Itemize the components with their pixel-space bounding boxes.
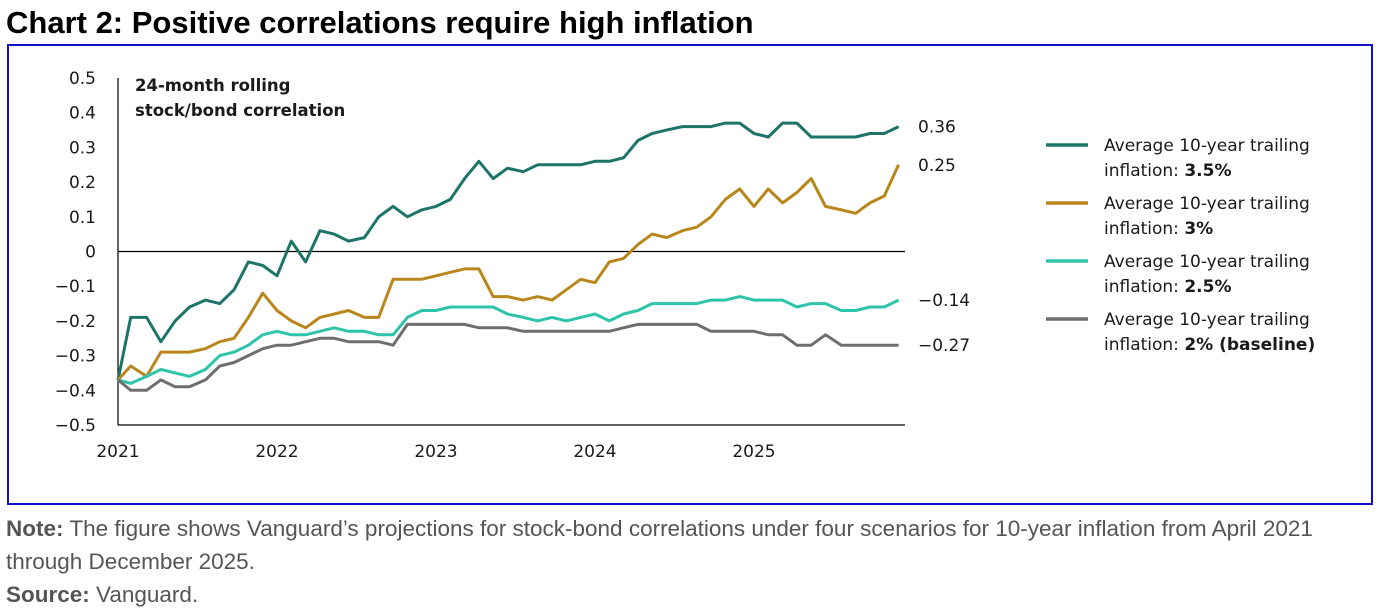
y-tick-label: 0 bbox=[85, 243, 96, 263]
x-tick-label: 2022 bbox=[255, 442, 298, 462]
legend-label-value: 2.5% bbox=[1184, 277, 1231, 297]
legend-label-prefix: inflation: bbox=[1104, 161, 1184, 181]
legend-label-line-2: inflation: 3.5% bbox=[1104, 161, 1231, 181]
legend-label-prefix: inflation: bbox=[1104, 277, 1184, 297]
page-title: Chart 2: Positive correlations require h… bbox=[6, 5, 754, 40]
legend-label-line-2: inflation: 2% (baseline) bbox=[1104, 335, 1315, 355]
x-tick-label: 2025 bbox=[732, 442, 775, 462]
y-tick-label: 0.4 bbox=[69, 104, 96, 124]
y-tick-label: −0.3 bbox=[55, 347, 96, 367]
legend-item-4: Average 10-year trailing inflation: 2% (b… bbox=[1046, 310, 1315, 355]
legend-item-1: Average 10-year trailing inflation: 3.5% bbox=[1046, 136, 1310, 181]
legend-label-line-1: Average 10-year trailing bbox=[1104, 194, 1310, 214]
legend-label-line-1: Average 10-year trailing bbox=[1104, 310, 1310, 330]
legend-label-value: 2% (baseline) bbox=[1184, 335, 1315, 355]
series-end-label: −0.14 bbox=[918, 291, 970, 311]
x-tick-label: 2021 bbox=[96, 442, 139, 462]
y-tick-label: 0.2 bbox=[69, 173, 96, 193]
source-text: Vanguard. bbox=[89, 582, 199, 607]
series-end-label: −0.27 bbox=[918, 336, 970, 356]
note-label: Note: bbox=[6, 516, 64, 541]
y-tick-label: 0.1 bbox=[69, 208, 96, 228]
y-tick-label: 0.5 bbox=[69, 69, 96, 89]
y-tick-label: −0.5 bbox=[55, 416, 96, 436]
chart-frame bbox=[7, 44, 1373, 505]
legend-label-prefix: inflation: bbox=[1104, 219, 1184, 239]
series-end-label: 0.36 bbox=[918, 118, 956, 138]
series-end-label: 0.25 bbox=[918, 156, 956, 176]
x-tick-label: 2023 bbox=[414, 442, 457, 462]
y-tick-labels: 0.5 0.4 0.3 0.2 0.1 0 −0.1 −0.2 −0.3 −0.4 −0.5 bbox=[55, 69, 96, 436]
y-tick-label: −0.2 bbox=[55, 312, 96, 332]
legend-label-line-1: Average 10-year trailing bbox=[1104, 136, 1310, 156]
chart-annotation: 24-month rolling stock/bond correlation bbox=[135, 76, 345, 120]
note-text: The figure shows Vanguard’s projections … bbox=[6, 516, 1313, 574]
y-tick-label: −0.1 bbox=[55, 277, 96, 297]
legend-item-2: Average 10-year trailing inflation: 3% bbox=[1046, 194, 1310, 239]
source-label: Source: bbox=[6, 582, 90, 607]
chart-footnote: Note: The figure shows Vanguard’s projec… bbox=[6, 512, 1376, 611]
y-tick-label: −0.4 bbox=[55, 381, 96, 401]
series-line-1 bbox=[116, 121, 900, 381]
chart-annotation-line-2: stock/bond correlation bbox=[135, 101, 345, 120]
legend-item-3: Average 10-year trailing inflation: 2.5% bbox=[1046, 252, 1310, 297]
legend-label-prefix: inflation: bbox=[1104, 335, 1184, 355]
legend-label-line-2: inflation: 3% bbox=[1104, 219, 1213, 239]
y-tick-label: 0.3 bbox=[69, 138, 96, 158]
x-tick-labels: 2021 2022 2023 2024 2025 bbox=[96, 442, 775, 462]
legend-label-value: 3% bbox=[1184, 219, 1213, 239]
note-line: Note: The figure shows Vanguard’s projec… bbox=[6, 512, 1376, 578]
x-tick-label: 2024 bbox=[573, 442, 616, 462]
legend-label-line-2: inflation: 2.5% bbox=[1104, 277, 1231, 297]
series-line-3 bbox=[117, 295, 900, 385]
series-line-4 bbox=[117, 322, 899, 392]
series-line-2 bbox=[116, 164, 900, 381]
legend-label-value: 3.5% bbox=[1184, 161, 1231, 181]
series-lines bbox=[116, 121, 900, 392]
source-line: Source: Vanguard. bbox=[6, 578, 1376, 611]
chart-annotation-line-1: 24-month rolling bbox=[135, 76, 290, 95]
series-end-labels: 0.36 0.25 −0.14 −0.27 bbox=[918, 118, 970, 357]
chart-axes bbox=[117, 78, 905, 426]
legend-label-line-1: Average 10-year trailing bbox=[1104, 252, 1310, 272]
